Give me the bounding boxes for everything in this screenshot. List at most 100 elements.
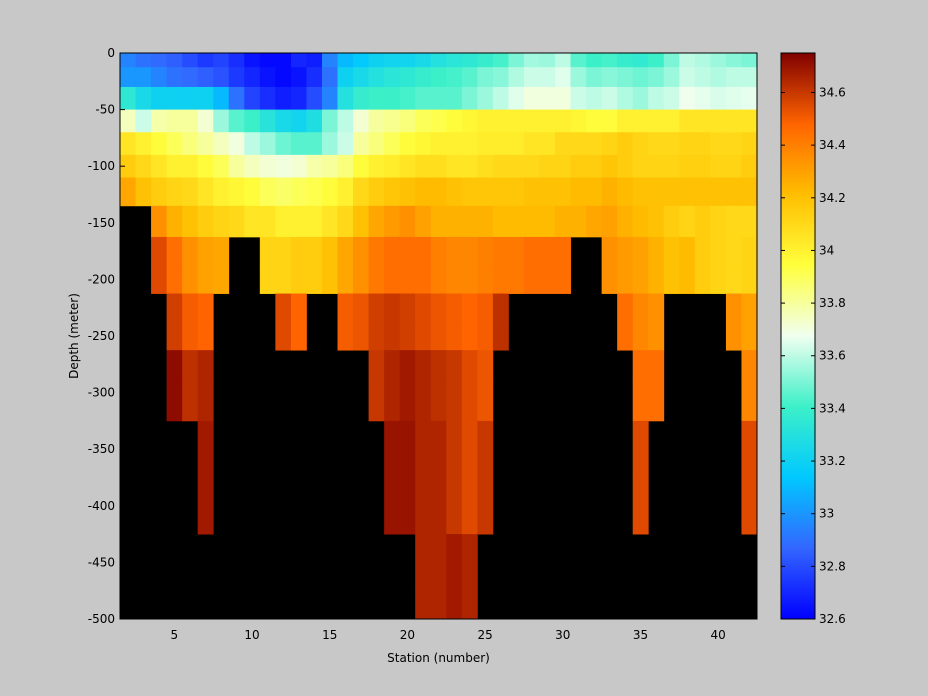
colorbar-tick-label: 32.8 xyxy=(819,559,846,573)
heatmap-cell xyxy=(461,177,478,207)
heatmap-cell xyxy=(710,177,727,207)
heatmap-cell xyxy=(617,236,634,266)
heatmap-cell xyxy=(384,53,401,68)
heatmap-cell xyxy=(477,132,494,156)
heatmap-cell xyxy=(197,109,214,133)
heatmap-cell xyxy=(321,67,338,88)
heatmap-cell xyxy=(570,154,587,178)
colorbar-tick-label: 33.8 xyxy=(819,296,846,310)
heatmap-cell xyxy=(259,205,276,238)
y-axis-label: Depth (meter) xyxy=(67,293,81,379)
heatmap-cell xyxy=(617,132,634,156)
heatmap-cell xyxy=(461,86,478,110)
heatmap-cell xyxy=(710,86,727,110)
heatmap-cell xyxy=(446,132,463,156)
heatmap-cell xyxy=(197,378,214,422)
heatmap-cell xyxy=(430,477,447,535)
colorbar-tick-label: 34 xyxy=(819,243,834,257)
heatmap-cell xyxy=(523,132,540,156)
heatmap-cell xyxy=(663,177,680,207)
heatmap-cell xyxy=(523,67,540,88)
heatmap-cell xyxy=(461,205,478,238)
heatmap-cell xyxy=(275,205,292,238)
heatmap-cell xyxy=(601,154,618,178)
heatmap-cell xyxy=(368,109,385,133)
y-tick-label: -200 xyxy=(88,272,115,286)
heatmap-cell xyxy=(446,378,463,422)
heatmap-cell xyxy=(725,265,742,294)
heatmap-cell xyxy=(539,205,556,238)
heatmap-cell xyxy=(120,154,136,178)
heatmap-cell xyxy=(632,420,649,478)
x-tick-label: 30 xyxy=(555,628,570,642)
heatmap-cell xyxy=(182,53,199,68)
heatmap-cell xyxy=(259,236,276,266)
heatmap-cell xyxy=(446,350,463,379)
heatmap-cell xyxy=(492,53,509,68)
heatmap-cell xyxy=(446,154,463,178)
heatmap-cell xyxy=(725,109,742,133)
heatmap-cell xyxy=(461,293,478,323)
heatmap-cell xyxy=(120,109,136,133)
heatmap-cell xyxy=(694,177,711,207)
heatmap-cell xyxy=(741,205,758,238)
heatmap-cell xyxy=(601,265,618,294)
x-tick-label: 40 xyxy=(711,628,726,642)
heatmap-cell xyxy=(166,132,183,156)
heatmap-cell xyxy=(368,378,385,422)
heatmap-cell xyxy=(617,109,634,133)
heatmap-cell xyxy=(586,205,603,238)
heatmap-cell xyxy=(368,132,385,156)
heatmap-cell xyxy=(430,420,447,478)
heatmap-cell xyxy=(430,154,447,178)
heatmap-cell xyxy=(523,154,540,178)
heatmap-cell xyxy=(461,590,478,620)
heatmap-cell xyxy=(290,132,307,156)
heatmap-cell xyxy=(290,205,307,238)
heatmap-cell xyxy=(151,205,168,238)
heatmap-cell xyxy=(477,236,494,266)
heatmap-cell xyxy=(415,321,432,351)
heatmap-cell xyxy=(648,53,665,68)
heatmap-cell xyxy=(399,420,416,478)
heatmap-cell xyxy=(197,53,214,68)
heatmap-cell xyxy=(492,67,509,88)
heatmap-cell xyxy=(353,236,369,266)
colorbar-tick-label: 33.6 xyxy=(819,349,846,363)
heatmap-cell xyxy=(290,236,307,266)
heatmap-cell xyxy=(570,67,587,88)
heatmap-cell xyxy=(197,477,214,535)
heatmap-cell xyxy=(275,236,292,266)
heatmap-cell xyxy=(337,293,354,323)
x-tick-label: 20 xyxy=(400,628,415,642)
heatmap-cell xyxy=(182,321,199,351)
heatmap-cell xyxy=(166,205,183,238)
heatmap-cell xyxy=(244,53,261,68)
heatmap-cell xyxy=(415,236,432,266)
heatmap-cell xyxy=(399,154,416,178)
heatmap-cell xyxy=(430,177,447,207)
heatmap-cell xyxy=(617,205,634,238)
heatmap-cell xyxy=(290,321,307,351)
heatmap-cell xyxy=(523,53,540,68)
heatmap-cell xyxy=(694,154,711,178)
heatmap-cell xyxy=(694,53,711,68)
heatmap-cell xyxy=(446,293,463,323)
heatmap-cell xyxy=(290,53,307,68)
heatmap-cell xyxy=(430,132,447,156)
heatmap-cell xyxy=(632,477,649,535)
heatmap-cell xyxy=(368,53,385,68)
heatmap-cell xyxy=(244,177,261,207)
heatmap-cell xyxy=(679,265,696,294)
heatmap-cell xyxy=(741,177,758,207)
heatmap-cell xyxy=(259,154,276,178)
heatmap-cell xyxy=(306,53,323,68)
y-axis-ticks: 0 -50 -100 -150 -200 -250 -300 -350 -400 -450 -500 xyxy=(88,46,125,626)
heatmap-cell xyxy=(663,265,680,294)
heatmap-cell xyxy=(617,293,634,323)
heatmap-cell xyxy=(461,420,478,478)
heatmap-cell xyxy=(632,378,649,422)
heatmap-cell xyxy=(508,236,525,266)
heatmap-cell xyxy=(477,477,494,535)
heatmap-cell xyxy=(461,534,478,592)
